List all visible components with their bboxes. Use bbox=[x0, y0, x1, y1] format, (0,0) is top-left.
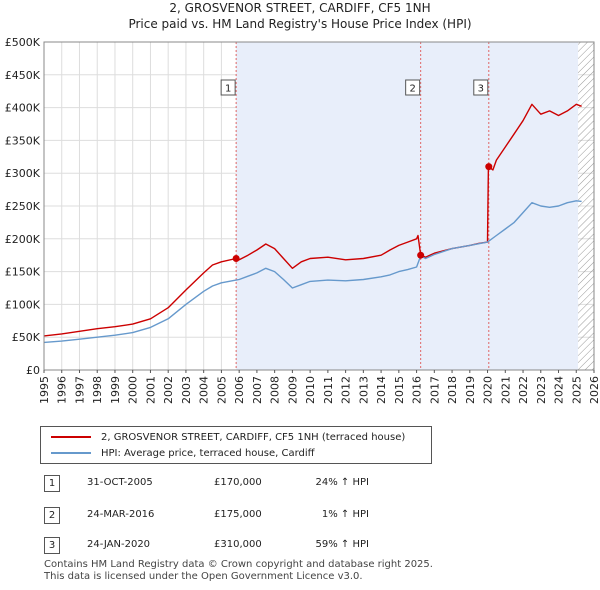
x-tick-label: 2024 bbox=[553, 376, 566, 404]
legend-item-property: 2, GROSVENOR STREET, CARDIFF, CF5 1NH (t… bbox=[51, 429, 405, 445]
x-tick-label: 2015 bbox=[393, 376, 406, 404]
y-tick-label: £0 bbox=[26, 364, 40, 377]
x-tick-label: 2003 bbox=[180, 376, 193, 404]
x-tick-label: 2006 bbox=[233, 376, 246, 404]
sale-marker-box bbox=[220, 79, 236, 96]
x-tick-label: 2004 bbox=[198, 376, 211, 404]
legend-item-hpi: HPI: Average price, terraced house, Card… bbox=[51, 445, 315, 461]
plot-frame bbox=[43, 41, 595, 371]
x-tick-label: 2026 bbox=[588, 376, 600, 404]
transaction-hpi-change: 24% ↑ HPI bbox=[315, 477, 369, 488]
x-tick-label: 2000 bbox=[127, 376, 140, 404]
x-tick-label: 2019 bbox=[464, 376, 477, 404]
x-tick-label: 2005 bbox=[215, 376, 228, 404]
y-tick-label: £500K bbox=[5, 36, 41, 49]
transaction-row: 3 24-JAN-2020 £310,000 59% ↑ HPI bbox=[44, 535, 564, 557]
x-tick-label: 2017 bbox=[428, 376, 441, 404]
x-tick-label: 2022 bbox=[517, 376, 530, 404]
chart-title-address: 2, GROSVENOR STREET, CARDIFF, CF5 1NH bbox=[169, 1, 431, 15]
sale-marker-box bbox=[473, 79, 489, 96]
legend-label-hpi: HPI: Average price, terraced house, Card… bbox=[101, 447, 315, 459]
legend-label-property: 2, GROSVENOR STREET, CARDIFF, CF5 1NH (t… bbox=[101, 431, 406, 443]
y-tick-label: £300K bbox=[5, 167, 41, 180]
sale-marker-label: 3 bbox=[478, 84, 484, 95]
chart-legend: 2, GROSVENOR STREET, CARDIFF, CF5 1NH (t… bbox=[40, 426, 432, 464]
x-tick-label: 2012 bbox=[340, 376, 353, 404]
x-tick-label: 2001 bbox=[144, 376, 157, 404]
y-tick-label: £450K bbox=[5, 69, 41, 82]
transaction-price: £170,000 bbox=[214, 477, 262, 488]
transaction-number: 3 bbox=[44, 537, 60, 554]
x-tick-label: 2025 bbox=[570, 376, 583, 404]
transaction-row: 1 31-OCT-2005 £170,000 24% ↑ HPI bbox=[44, 473, 564, 495]
shaded-ownership-region bbox=[236, 42, 579, 370]
sale-point bbox=[485, 163, 493, 171]
sale-marker-label: 2 bbox=[409, 84, 415, 95]
x-tick-label: 1995 bbox=[38, 376, 51, 404]
legend-swatch-hpi bbox=[51, 452, 91, 454]
sale-point bbox=[232, 254, 240, 262]
footer-copyright: Contains HM Land Registry data © Crown c… bbox=[44, 559, 433, 570]
transaction-number: 1 bbox=[44, 475, 60, 492]
transaction-date: 31-OCT-2005 bbox=[87, 477, 153, 488]
transaction-date: 24-JAN-2020 bbox=[87, 539, 151, 550]
x-tick-label: 2016 bbox=[411, 376, 424, 404]
x-tick-label: 1998 bbox=[91, 376, 104, 404]
transaction-number: 2 bbox=[44, 507, 60, 524]
chart-subtitle: Price paid vs. HM Land Registry's House … bbox=[128, 17, 472, 31]
property-price-line bbox=[43, 103, 582, 337]
sale-marker-box bbox=[405, 79, 421, 96]
x-tick-label: 2013 bbox=[357, 376, 370, 404]
transaction-row: 2 24-MAR-2016 £175,000 1% ↑ HPI bbox=[44, 505, 564, 527]
x-tick-label: 2010 bbox=[304, 376, 317, 404]
hatched-future-region bbox=[578, 42, 594, 370]
y-tick-label: £400K bbox=[5, 102, 41, 115]
price-chart: 1 2 3 1995 1996 1997 1998 1999 2000 2001 2002 2003… bbox=[5, 36, 600, 404]
x-tick-label: 1997 bbox=[73, 376, 86, 404]
footer-license: This data is licensed under the Open Gov… bbox=[44, 571, 363, 582]
x-tick-label: 2008 bbox=[269, 376, 282, 404]
x-tick-label: 1999 bbox=[109, 376, 122, 404]
x-tick-label: 1996 bbox=[56, 376, 69, 404]
sale-marker-label: 1 bbox=[225, 84, 231, 95]
x-tick-label: 2009 bbox=[286, 376, 299, 404]
x-tick-label: 2021 bbox=[499, 376, 512, 404]
sale-point bbox=[417, 251, 425, 259]
transaction-price: £175,000 bbox=[214, 509, 262, 520]
y-tick-label: £50K bbox=[12, 331, 41, 344]
legend-swatch-property bbox=[51, 436, 91, 438]
x-tick-label: 2014 bbox=[375, 376, 388, 404]
footer-attribution: Contains HM Land Registry data © Crown c… bbox=[44, 559, 433, 583]
transaction-date: 24-MAR-2016 bbox=[87, 509, 155, 520]
transaction-hpi-change: 59% ↑ HPI bbox=[315, 539, 369, 550]
x-tick-label: 2007 bbox=[251, 376, 264, 404]
y-tick-label: £150K bbox=[5, 266, 41, 279]
x-tick-label: 2020 bbox=[482, 376, 495, 404]
transaction-price: £310,000 bbox=[214, 539, 262, 550]
x-tick-label: 2011 bbox=[322, 376, 335, 404]
x-tick-label: 2002 bbox=[162, 376, 175, 404]
y-tick-label: £200K bbox=[5, 233, 41, 246]
y-tick-label: £350K bbox=[5, 134, 41, 147]
transaction-hpi-change: 1% ↑ HPI bbox=[321, 509, 369, 520]
hpi-line bbox=[43, 200, 582, 344]
x-tick-label: 2018 bbox=[446, 376, 459, 404]
x-tick-label: 2023 bbox=[535, 376, 548, 404]
y-tick-label: £250K bbox=[5, 200, 41, 213]
y-tick-label: £100K bbox=[5, 298, 41, 311]
